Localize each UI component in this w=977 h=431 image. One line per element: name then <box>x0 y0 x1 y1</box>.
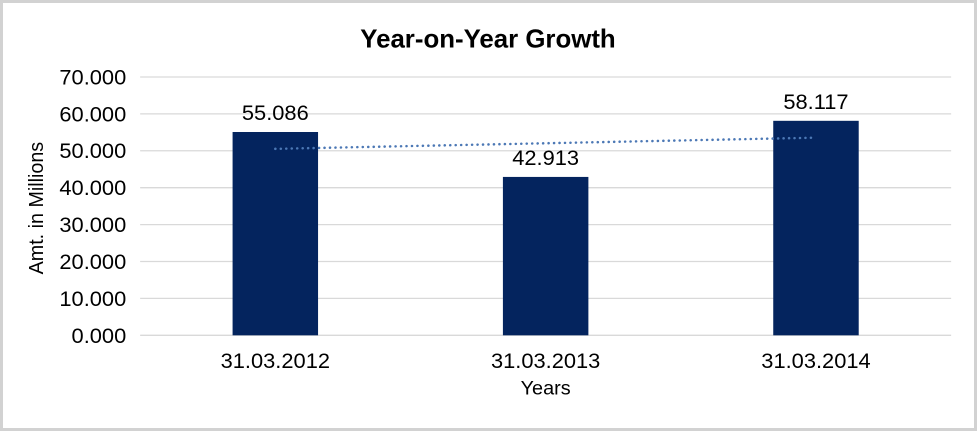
labels-layer: 55.086 42.913 58.117 <box>242 89 849 170</box>
y-tick-label: 30.000 <box>59 212 126 237</box>
y-tick-label: 10.000 <box>59 286 126 311</box>
y-tick-label: 0.000 <box>72 323 127 348</box>
bar <box>502 176 589 336</box>
x-tick-label: 31.03.2014 <box>761 348 870 373</box>
y-tick-label: 40.000 <box>59 175 126 200</box>
bar <box>232 131 319 336</box>
x-axis-title: Years <box>521 378 571 400</box>
bar-value-label: 55.086 <box>242 100 309 125</box>
chart-canvas: 0.000 10.000 20.000 30.000 40.000 50.000 60.00… <box>26 25 952 400</box>
chart-title: Year-on-Year Growth <box>360 25 615 53</box>
y-tick-label: 20.000 <box>59 249 126 274</box>
y-tick-label: 50.000 <box>59 138 126 163</box>
y-axis-title: Amt. in Millions <box>26 142 48 275</box>
xtick-labels-layer: 31.03.2012 31.03.2013 31.03.2014 <box>221 348 871 373</box>
ytick-labels-layer: 0.000 10.000 20.000 30.000 40.000 50.000 60.00… <box>59 65 126 348</box>
bar <box>773 120 859 336</box>
bars-layer <box>232 120 859 336</box>
bar-value-label: 42.913 <box>512 145 579 170</box>
y-tick-label: 70.000 <box>59 65 126 90</box>
x-tick-label: 31.03.2012 <box>221 348 330 373</box>
y-tick-label: 60.000 <box>59 101 126 126</box>
x-tick-label: 31.03.2013 <box>491 348 600 373</box>
bar-value-label: 58.117 <box>783 89 848 114</box>
